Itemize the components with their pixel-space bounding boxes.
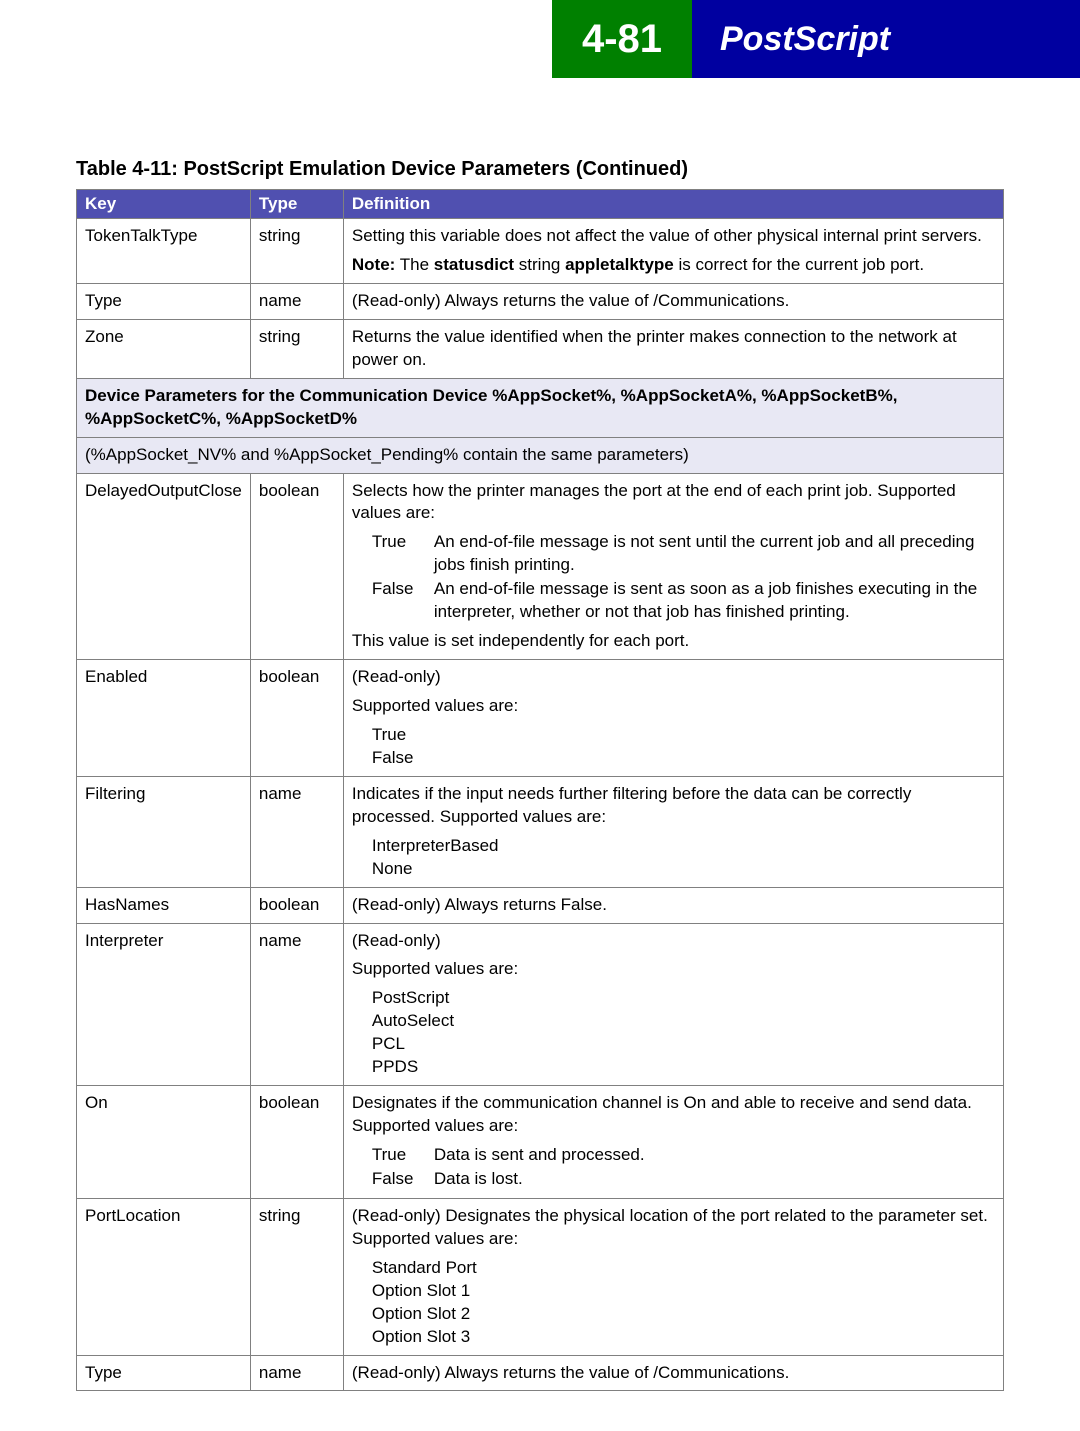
cell-type: string <box>250 1198 343 1355</box>
cell-key: HasNames <box>77 887 251 923</box>
cell-def: Selects how the printer manages the port… <box>343 473 1003 660</box>
col-header-key: Key <box>77 190 251 219</box>
table-row: Filtering name Indicates if the input ne… <box>77 776 1004 887</box>
page-number: 4-81 <box>552 0 692 78</box>
section-header: Device Parameters for the Communication … <box>77 378 1004 437</box>
cell-key: PortLocation <box>77 1198 251 1355</box>
section-sub-row: (%AppSocket_NV% and %AppSocket_Pending% … <box>77 437 1004 473</box>
cell-type: name <box>250 1355 343 1391</box>
section-header-row: Device Parameters for the Communication … <box>77 378 1004 437</box>
cell-def: Setting this variable does not affect th… <box>343 219 1003 284</box>
cell-key: Filtering <box>77 776 251 887</box>
cell-key: TokenTalkType <box>77 219 251 284</box>
cell-def: (Read-only) Designates the physical loca… <box>343 1198 1003 1355</box>
table-row: DelayedOutputClose boolean Selects how t… <box>77 473 1004 660</box>
cell-def: (Read-only) Always returns False. <box>343 887 1003 923</box>
header-spacer <box>0 0 552 78</box>
cell-def: (Read-only) Supported values are: PostSc… <box>343 923 1003 1086</box>
cell-def: (Read-only) Always returns the value of … <box>343 1355 1003 1391</box>
cell-def: Returns the value identified when the pr… <box>343 319 1003 378</box>
cell-key: Enabled <box>77 660 251 777</box>
cell-key: Type <box>77 283 251 319</box>
table-row: Type name (Read-only) Always returns the… <box>77 283 1004 319</box>
cell-def: (Read-only) Supported values are: True F… <box>343 660 1003 777</box>
cell-key: Interpreter <box>77 923 251 1086</box>
content: Table 4-11: PostScript Emulation Device … <box>0 78 1080 1431</box>
cell-def: Designates if the communication channel … <box>343 1086 1003 1199</box>
table-header-row: Key Type Definition <box>77 190 1004 219</box>
cell-key: Zone <box>77 319 251 378</box>
header-bar: 4-81 PostScript <box>0 0 1080 78</box>
cell-key: Type <box>77 1355 251 1391</box>
cell-type: boolean <box>250 887 343 923</box>
cell-type: name <box>250 923 343 1086</box>
cell-def: (Read-only) Always returns the value of … <box>343 283 1003 319</box>
col-header-type: Type <box>250 190 343 219</box>
cell-type: name <box>250 776 343 887</box>
cell-type: boolean <box>250 1086 343 1199</box>
cell-type: boolean <box>250 660 343 777</box>
table-row: PortLocation string (Read-only) Designat… <box>77 1198 1004 1355</box>
table-row: Interpreter name (Read-only) Supported v… <box>77 923 1004 1086</box>
table-row: Zone string Returns the value identified… <box>77 319 1004 378</box>
cell-def: Indicates if the input needs further fil… <box>343 776 1003 887</box>
parameters-table: Key Type Definition TokenTalkType string… <box>76 189 1004 1391</box>
table-row: On boolean Designates if the communicati… <box>77 1086 1004 1199</box>
section-title: PostScript <box>692 0 1080 78</box>
cell-type: string <box>250 219 343 284</box>
table-row: Enabled boolean (Read-only) Supported va… <box>77 660 1004 777</box>
col-header-definition: Definition <box>343 190 1003 219</box>
table-row: Type name (Read-only) Always returns the… <box>77 1355 1004 1391</box>
table-row: TokenTalkType string Setting this variab… <box>77 219 1004 284</box>
cell-type: name <box>250 283 343 319</box>
table-caption: Table 4-11: PostScript Emulation Device … <box>76 158 1004 181</box>
cell-key: DelayedOutputClose <box>77 473 251 660</box>
cell-type: string <box>250 319 343 378</box>
section-sub: (%AppSocket_NV% and %AppSocket_Pending% … <box>77 437 1004 473</box>
table-row: HasNames boolean (Read-only) Always retu… <box>77 887 1004 923</box>
cell-key: On <box>77 1086 251 1199</box>
cell-type: boolean <box>250 473 343 660</box>
